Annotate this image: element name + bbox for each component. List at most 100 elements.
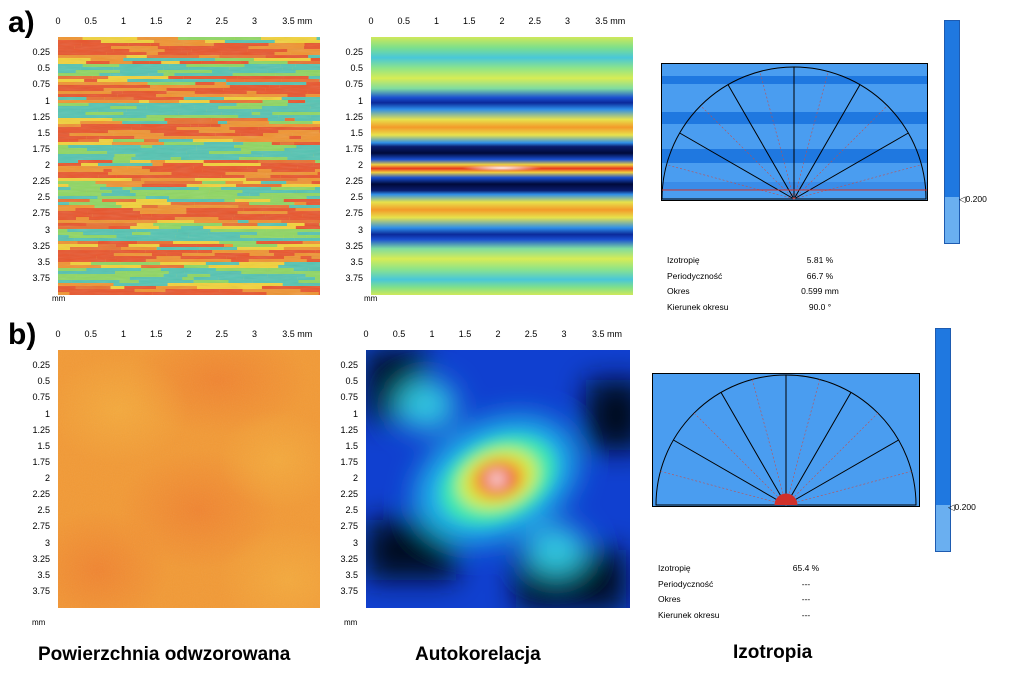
autocorr-y-tick: 1.25	[340, 424, 358, 435]
stat-value: ---	[801, 594, 811, 604]
surface-y-tick: 1	[44, 95, 50, 106]
surface-map-b-image	[58, 350, 320, 608]
autocorr-y-tick: 0.5	[345, 376, 358, 387]
autocorr-y-tick: 1.25	[345, 111, 363, 122]
surface-y-tick: 3.75	[32, 272, 50, 283]
autocorr-y-tick: 2	[357, 160, 363, 170]
surface-x-tick: 3	[251, 16, 258, 26]
surface-y-tick: 3	[44, 224, 50, 235]
stat-value: 66.7 %	[806, 270, 834, 281]
autocorr-x-tick: 0.5	[397, 16, 411, 26]
autocorr-x-tick: 1.5	[458, 329, 472, 339]
autocorr-x-tick: 2.5	[524, 329, 538, 339]
autocorr-y-tick: 0.75	[345, 79, 363, 90]
stat-name: Periodyczność	[658, 578, 714, 589]
autocorr-x-tick: 3	[561, 329, 567, 339]
autocorr-y-tick: 0.25	[340, 360, 358, 371]
surface-x-tick: 2.5	[215, 329, 229, 339]
surface-y-tick: 0.5	[37, 63, 50, 74]
surface-y-tick: 1.25	[32, 424, 50, 435]
surface-y-tick: 3.75	[32, 585, 50, 596]
surface-x-tick: 0	[55, 329, 61, 339]
surface-x-tick: 1	[120, 329, 127, 339]
autocorr-map-a	[371, 37, 633, 295]
stat-name: Kierunek okresu	[667, 301, 729, 312]
surface-x-tick: 3.5 mm	[282, 329, 313, 339]
autocorr-x-tick: 2	[495, 329, 501, 339]
autocorr-x-tick: 3.5 mm	[591, 329, 623, 339]
surface-x-tick: 3.5 mm	[282, 16, 313, 26]
surface-x-tick: 2.5	[215, 16, 229, 26]
autocorr-x-tick: 0	[368, 16, 374, 26]
scale-a-value: 0.200	[965, 194, 987, 204]
autocorr-y-tick: 1.75	[345, 143, 363, 154]
autocorr-x-tick: 2	[499, 16, 505, 26]
isotropy-rose-a-image	[662, 66, 927, 200]
stat-name: Okres	[667, 286, 690, 296]
surface-y-tick: 1.75	[32, 456, 50, 467]
caption-surface: Powierzchnia odwzorowana	[38, 644, 291, 665]
surface-y-tick: 2.5	[37, 192, 50, 203]
autocorr-map-b	[366, 350, 630, 608]
stat-value: 0.599 mm	[801, 286, 839, 296]
scale-a-pointer-icon: ◁	[959, 194, 966, 204]
stat-value: 90.0 °	[808, 301, 832, 312]
autocorr-y-tick: 3.75	[340, 585, 358, 596]
surface-y-tick: 0.25	[32, 47, 50, 58]
autocorr-x-tick: 3.5 mm	[595, 16, 626, 26]
scale-b-pointer-icon: ◁	[948, 502, 955, 512]
surface-y-tick: 3	[44, 537, 50, 548]
surface-a-unit: mm	[52, 294, 66, 303]
autocorr-y-tick: 2.5	[345, 505, 358, 516]
autocorr-y-tick: 2.5	[350, 192, 363, 203]
autocorr-x-tick: 1.5	[462, 16, 476, 26]
caption-autocorrelation: Autokorelacja	[415, 644, 541, 665]
surface-b-unit: mm	[32, 618, 46, 627]
autocorr-y-tick: 3.25	[345, 240, 363, 251]
autocorr-x-tick: 1	[433, 16, 440, 26]
autocorr-y-tick: 1.5	[350, 127, 363, 138]
autocorr-y-tick: 0.75	[340, 392, 358, 403]
autocorr-y-tick: 3.25	[340, 553, 358, 564]
stat-name: Kierunek okresu	[658, 609, 720, 620]
surface-y-tick: 2.25	[32, 176, 50, 187]
panel-a-label: a)	[8, 6, 35, 39]
surface-map-b	[58, 350, 320, 608]
autocorr-y-tick: 2	[352, 473, 358, 483]
stat-value: ---	[801, 609, 811, 620]
scale-b-value: 0.200	[954, 502, 976, 512]
autocorr-y-tick: 3.5	[345, 569, 358, 580]
autocorr-y-tick: 0.5	[350, 63, 363, 74]
surface-x-tick: 3	[251, 329, 258, 339]
surface-y-tick: 1.5	[37, 440, 50, 451]
surface-y-tick: 0.5	[37, 376, 50, 387]
autocorr-map-b-image	[366, 350, 630, 608]
autocorr-y-tick: 3.75	[345, 272, 363, 283]
surface-x-tick: 1	[120, 16, 127, 26]
autocorr-y-tick: 2.25	[345, 176, 363, 187]
isotropy-rose-b	[652, 373, 920, 507]
scale-bar-b	[935, 328, 951, 552]
scale-bar-a	[944, 20, 960, 244]
autocorr-map-a-image	[371, 37, 633, 295]
surface-y-tick: 3.25	[32, 553, 50, 564]
surface-map-a	[58, 37, 320, 295]
autocorr-y-tick: 2.75	[340, 521, 358, 532]
surface-x-tick: 2	[186, 16, 192, 26]
surface-y-tick: 3.25	[32, 240, 50, 251]
autocorr-y-tick: 0.25	[345, 47, 363, 58]
autocorr-x-tick: 1	[429, 329, 435, 339]
autocorr-y-tick: 3	[357, 224, 363, 235]
autocorr-a-unit: mm	[364, 294, 378, 303]
surface-y-tick: 0.25	[32, 360, 50, 371]
surface-y-tick: 3.5	[37, 256, 50, 267]
caption-isotropy: Izotropia	[733, 642, 813, 663]
autocorr-x-tick: 2.5	[528, 16, 542, 26]
autocorr-y-tick: 1	[352, 408, 358, 419]
stat-value: 65.4 %	[792, 563, 820, 573]
surface-map-a-image	[58, 37, 320, 295]
autocorr-x-tick: 0.5	[392, 329, 406, 339]
surface-y-tick: 1.25	[32, 111, 50, 122]
surface-x-tick: 1.5	[149, 16, 163, 26]
scale-b-marker: ◁0.200	[948, 502, 976, 513]
